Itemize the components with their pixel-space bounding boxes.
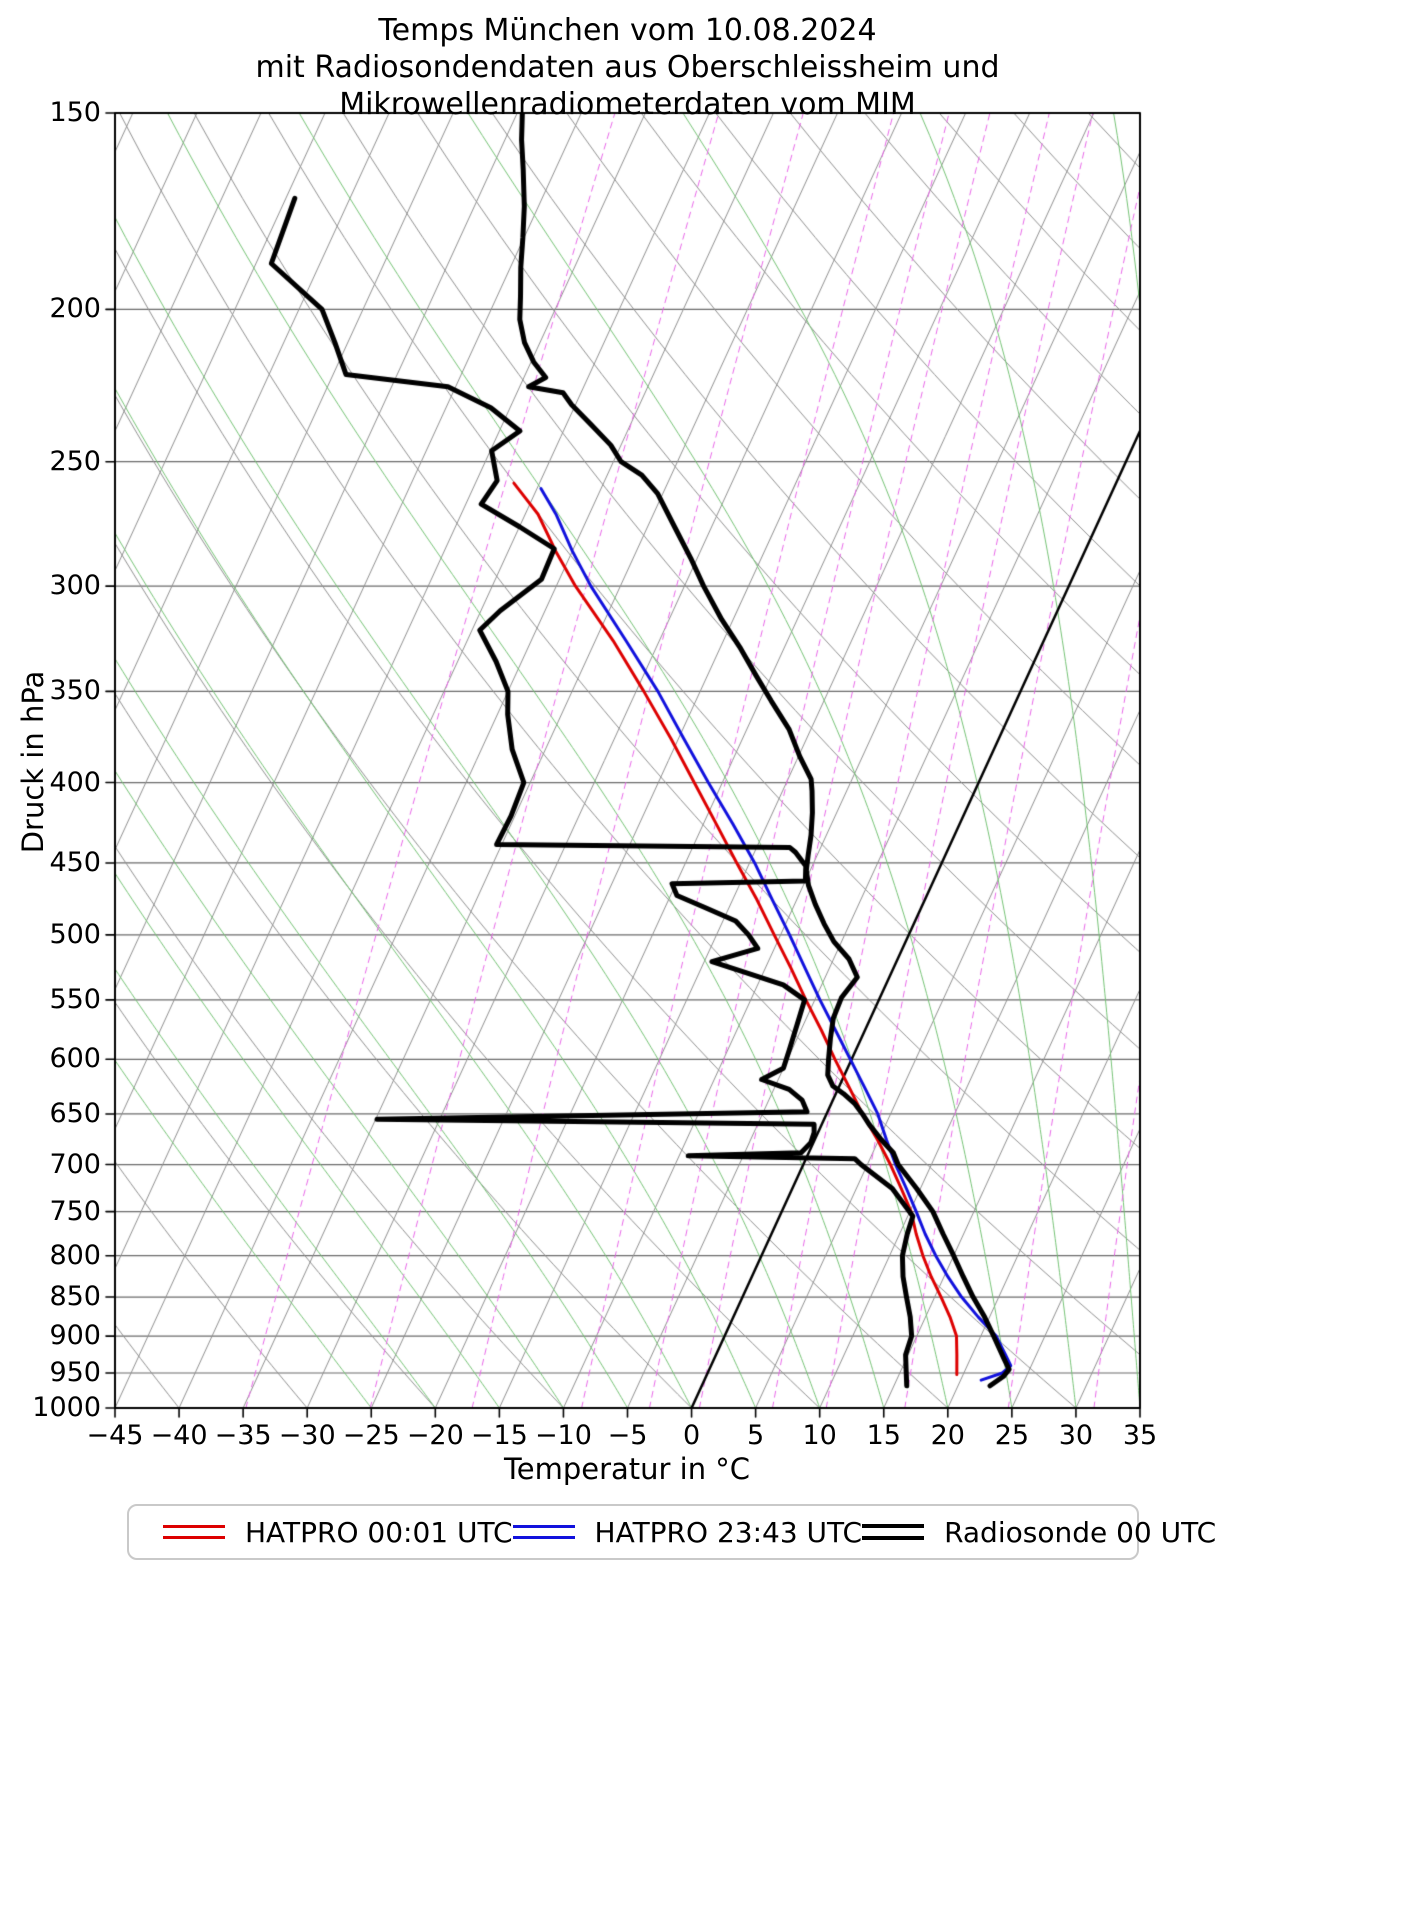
chart-title-line-2: mit Radiosondendaten aus Oberschleisshei… bbox=[255, 50, 1000, 85]
x-tick-label: −40 bbox=[150, 1420, 208, 1451]
legend-item-radiosonde: Radiosonde 00 UTC bbox=[862, 1516, 1216, 1549]
x-tick-label: −30 bbox=[278, 1420, 336, 1451]
chart-title-line-3: Mikrowellenradiometerdaten vom MIM bbox=[339, 87, 916, 122]
y-tick-label: 950 bbox=[49, 1356, 101, 1388]
legend-line-sample-black bbox=[862, 1524, 925, 1540]
y-tick-label: 250 bbox=[49, 445, 101, 477]
legend-item-hatpro-2343: HATPRO 23:43 UTC bbox=[512, 1515, 863, 1549]
x-tick-label: 25 bbox=[994, 1420, 1030, 1451]
legend-label: HATPRO 00:01 UTC bbox=[245, 1515, 513, 1549]
x-tick-label: 10 bbox=[802, 1420, 837, 1451]
chart-title: Temps München vom 10.08.2024 mit Radioso… bbox=[115, 12, 1140, 123]
x-tick-label: −45 bbox=[86, 1420, 144, 1451]
y-tick-label: 800 bbox=[49, 1239, 101, 1271]
y-tick-label: 600 bbox=[49, 1043, 101, 1075]
x-tick-label: 0 bbox=[682, 1420, 701, 1451]
y-tick-label: 550 bbox=[49, 983, 101, 1015]
y-tick-label: 1000 bbox=[32, 1392, 101, 1423]
x-tick-label: 15 bbox=[866, 1420, 901, 1451]
x-tick-label: 35 bbox=[1122, 1420, 1158, 1451]
x-tick-label: 20 bbox=[930, 1420, 965, 1451]
legend-item-hatpro-0001: HATPRO 00:01 UTC bbox=[163, 1516, 513, 1549]
x-tick-label: −10 bbox=[534, 1420, 592, 1451]
y-tick-label: 350 bbox=[49, 675, 101, 707]
x-axis-label: Temperatur in °C bbox=[503, 1452, 751, 1486]
x-tick-label: −5 bbox=[607, 1420, 648, 1451]
legend-label: Radiosonde 00 UTC bbox=[944, 1515, 1217, 1549]
legend: HATPRO 00:01 UTC HATPRO 23:43 UTC Radios… bbox=[127, 1504, 1216, 1560]
legend-line-sample-blue bbox=[512, 1525, 575, 1539]
y-tick-label: 650 bbox=[49, 1097, 101, 1129]
y-tick-label: 150 bbox=[49, 97, 101, 128]
y-tick-label: 700 bbox=[49, 1148, 101, 1180]
x-tick-label: 30 bbox=[1058, 1420, 1094, 1451]
chart-title-line-1: Temps München vom 10.08.2024 bbox=[378, 13, 877, 48]
y-tick-label: 450 bbox=[49, 846, 101, 878]
legend-label: HATPRO 23:43 UTC bbox=[594, 1515, 863, 1549]
x-tick-label: −25 bbox=[342, 1420, 400, 1451]
y-tick-label: 500 bbox=[49, 918, 101, 950]
x-tick-label: −20 bbox=[406, 1420, 464, 1451]
y-tick-label: 400 bbox=[49, 766, 101, 798]
y-tick-label: 900 bbox=[49, 1320, 101, 1352]
legend-line-sample-red bbox=[163, 1525, 225, 1539]
x-tick-label: 5 bbox=[747, 1420, 765, 1451]
y-tick-label: 750 bbox=[49, 1195, 101, 1227]
y-tick-label: 200 bbox=[49, 293, 101, 325]
y-tick-label: 300 bbox=[49, 570, 101, 602]
x-tick-label: −15 bbox=[470, 1420, 528, 1451]
x-tick-label: −35 bbox=[214, 1420, 272, 1451]
y-tick-label: 850 bbox=[49, 1281, 101, 1313]
